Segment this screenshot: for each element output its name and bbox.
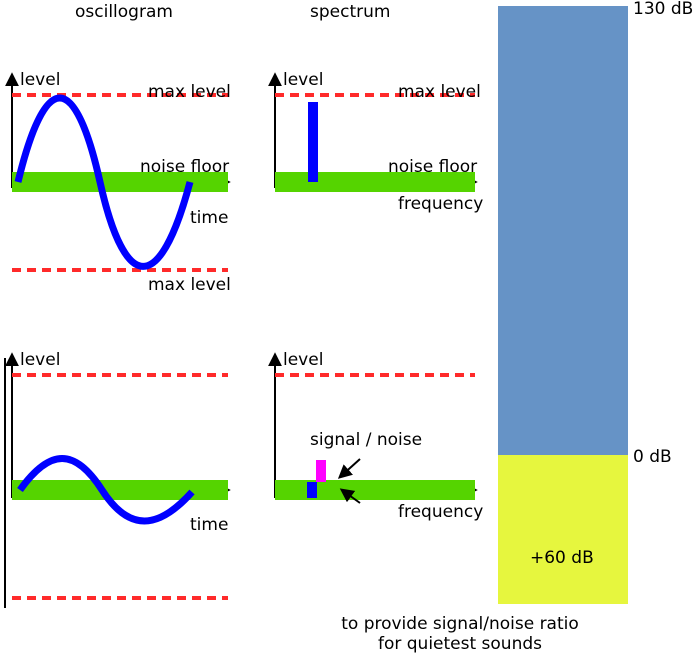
- spectrum-peak-blue-small: [307, 482, 317, 498]
- spec-bot-ylabel: level: [283, 350, 323, 370]
- osc-top-ylabel: level: [20, 70, 60, 90]
- diagram-svg: [0, 0, 700, 663]
- osc-bot-xlabel: time: [190, 515, 228, 535]
- spec-bot-signoise: signal / noise: [310, 430, 422, 450]
- osc-top-max-lower: max level: [148, 275, 231, 295]
- osc-top-xlabel: time: [190, 208, 228, 228]
- spec-top-noise: noise floor: [388, 157, 477, 177]
- osc-top-noise: noise floor: [140, 157, 229, 177]
- spec-bot-xlabel: frequency: [398, 502, 483, 522]
- osc-bot-ylabel: level: [20, 350, 60, 370]
- spec-top-max: max level: [398, 82, 481, 102]
- diagram-canvas: oscillogram spectrum 130 dB 0 dB +60 dB …: [0, 0, 700, 663]
- panel-osc-bot: [5, 355, 228, 608]
- panel-spec-bot: [275, 355, 475, 503]
- spec-top-xlabel: frequency: [398, 194, 483, 214]
- spectrum-peak-magenta: [316, 460, 326, 482]
- spectrum-peak: [308, 102, 318, 182]
- osc-top-max-upper: max level: [148, 82, 231, 102]
- spec-top-ylabel: level: [283, 70, 323, 90]
